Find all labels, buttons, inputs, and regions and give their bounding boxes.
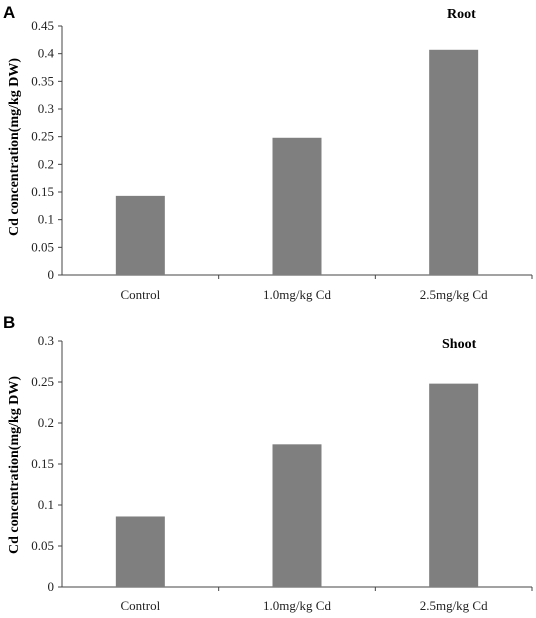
category-label: Control [120,598,160,613]
panel-a-title: Root [447,7,476,22]
bar-2 [272,444,322,587]
panel-b: B Shoot Cd concentration(mg/kg DW) 0 0.05… [3,313,533,613]
panel-b-y-axis-title: Cd concentration(mg/kg DW) [7,376,22,554]
panel-a-letter: A [3,3,15,22]
y-tick-label: 0.3 [38,101,54,116]
y-tick-label: 0 [48,267,55,282]
panel-a-category-labels: Control 1.0mg/kg Cd 2.5mg/kg Cd [120,275,533,302]
y-tick-label: 0.45 [31,18,54,33]
y-tick-label: 0.05 [31,538,54,553]
y-tick-label: 0.2 [38,156,54,171]
y-tick-label: 0.1 [38,212,54,227]
y-tick-label: 0.25 [31,129,54,144]
panel-a-bars [115,49,479,275]
y-tick-label: 0.25 [31,374,54,389]
y-tick-label: 0 [48,579,55,594]
y-tick-label: 0.15 [31,184,54,199]
panel-b-category-labels: Control 1.0mg/kg Cd 2.5mg/kg Cd [120,587,533,613]
category-label: 1.0mg/kg Cd [263,287,331,302]
panel-b-bars [115,383,479,587]
bar-3 [429,383,479,587]
y-tick-label: 0.1 [38,497,54,512]
y-tick-label: 0.3 [38,333,54,348]
y-tick-label: 0.4 [38,46,55,61]
category-label: 1.0mg/kg Cd [263,598,331,613]
y-tick-label: 0.15 [31,456,54,471]
y-tick-label: 0.35 [31,73,54,88]
panel-a: A Root Cd concentration(mg/kg DW) 00.050… [3,3,533,302]
panel-a-y-ticks: 0 0.05 0.1 0.15 0.2 0.25 0.3 0.35 0.4 0.45 [31,18,62,282]
category-label: 2.5mg/kg Cd [420,287,488,302]
bar-1 [115,516,165,587]
bar-3 [429,49,479,275]
panel-a-y-axis-title: Cd concentration(mg/kg DW) [7,58,22,236]
category-label: 2.5mg/kg Cd [420,598,488,613]
bar-2 [272,137,322,275]
y-tick-label: 0.2 [38,415,54,430]
y-tick-label: 0.05 [31,239,54,254]
bar-1 [115,195,165,275]
category-label: Control [120,287,160,302]
panel-b-letter: B [3,313,15,332]
panel-b-y-ticks: 0 0.05 0.1 0.15 0.2 0.25 0.3 [31,333,62,594]
panel-b-title: Shoot [442,337,477,352]
